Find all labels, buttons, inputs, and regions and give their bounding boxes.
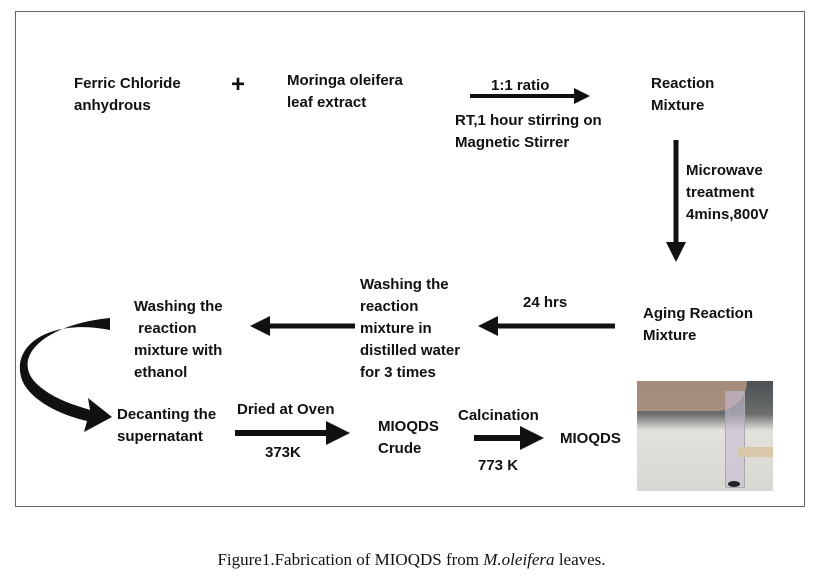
temp-373-label: 373K bbox=[265, 444, 301, 461]
figure-caption: Figure1.Fabrication of MIOQDS from M.ole… bbox=[0, 550, 823, 570]
caption-prefix: Figure1.Fabrication of MIOQDS from bbox=[217, 550, 484, 569]
sample-photo bbox=[637, 381, 773, 491]
reaction-mixture-label: Reaction Mixture bbox=[651, 75, 715, 114]
decanting-label: Decanting the supernatant bbox=[117, 406, 217, 445]
moringa-label: Moringa oleifera leaf extract bbox=[287, 72, 403, 111]
microwave-label: Microwave treatment 4mins,800V bbox=[686, 162, 769, 223]
dried-label: Dried at Oven bbox=[237, 401, 335, 418]
hours-label: 24 hrs bbox=[523, 294, 568, 311]
crude-label: MIOQDS Crude bbox=[378, 418, 439, 457]
caption-species: M.oleifera bbox=[483, 550, 555, 569]
diagram-frame bbox=[15, 11, 805, 507]
temp-773-label: 773 K bbox=[478, 457, 519, 474]
aging-label: Aging Reaction Mixture bbox=[643, 305, 754, 344]
final-product-label: MIOQDS bbox=[560, 430, 621, 447]
ratio-label: 1:1 ratio bbox=[491, 77, 550, 94]
ferric-chloride-label: Ferric Chloride anhydrous bbox=[74, 75, 181, 114]
stirring-label: RT,1 hour stirring on Magnetic Stirrer bbox=[455, 112, 602, 151]
plus-sign: + bbox=[231, 71, 246, 98]
calcination-label: Calcination bbox=[458, 407, 539, 424]
washing-ethanol-label: Washing the reaction mixture with ethano… bbox=[134, 298, 223, 381]
curved-arrow bbox=[19, 318, 113, 432]
washing-water-label: Washing the reaction mixture in distille… bbox=[360, 276, 461, 381]
caption-suffix: leaves. bbox=[554, 550, 606, 569]
